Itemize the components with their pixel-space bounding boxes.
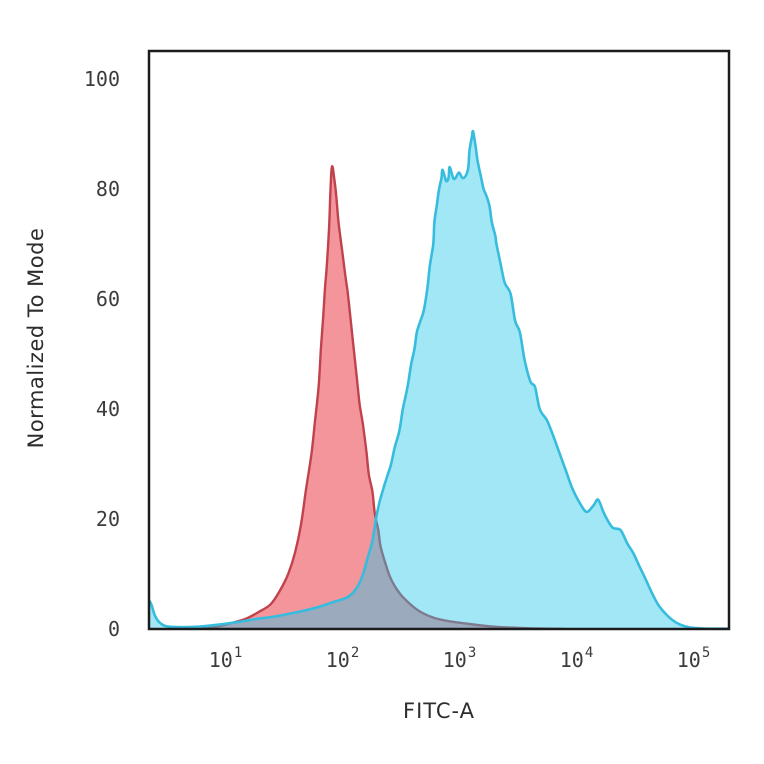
x-axis-label: FITC-A <box>402 699 476 723</box>
x-tick-base: 10 <box>559 648 584 672</box>
x-tick-base: 10 <box>442 648 467 672</box>
x-tick-exponent: 4 <box>584 645 594 662</box>
y-tick-label-0: 0 <box>107 617 120 641</box>
x-tick-label-10e3: 103 <box>442 645 477 672</box>
y-tick-label-20: 20 <box>95 507 120 531</box>
blue-histogram-path <box>149 129 729 629</box>
y-tick-label-60: 60 <box>95 287 120 311</box>
x-tick-label-10e5: 105 <box>676 645 711 672</box>
y-tick-label-40: 40 <box>95 397 120 421</box>
x-tick-exponent: 2 <box>350 645 360 662</box>
y-tick-label-100: 100 <box>83 67 120 91</box>
plot-border <box>147 49 731 631</box>
x-tick-label-10e4: 104 <box>559 645 594 672</box>
red-histogram-path <box>199 165 566 629</box>
x-tick-label-10e2: 102 <box>325 645 360 672</box>
x-tick-label-10e1: 101 <box>208 645 243 672</box>
x-tick-exponent: 5 <box>701 645 711 662</box>
x-tick-exponent: 1 <box>233 645 243 662</box>
x-tick-base: 10 <box>325 648 350 672</box>
y-tick-label-80: 80 <box>95 177 120 201</box>
x-tick-base: 10 <box>208 648 233 672</box>
x-tick-exponent: 3 <box>467 645 477 662</box>
y-axis-label: Normalized To Mode <box>24 227 48 449</box>
x-tick-base: 10 <box>676 648 701 672</box>
